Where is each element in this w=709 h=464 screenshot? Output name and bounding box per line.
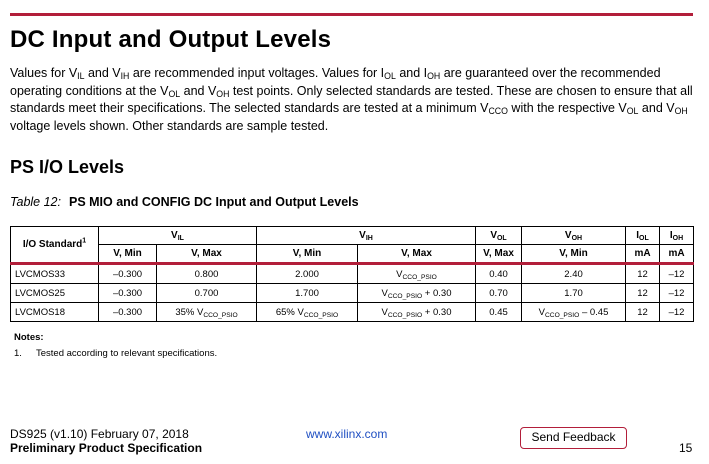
cell-ioh: –12 <box>659 302 695 322</box>
group-header-ioh: IOH <box>659 226 695 245</box>
sub-header: V, Min <box>98 244 157 265</box>
note-1: 1. Tested according to relevant specifica… <box>14 348 217 359</box>
table-title: PS MIO and CONFIG DC Input and Output Le… <box>68 195 359 209</box>
group-header-voh: VOH <box>521 226 627 245</box>
cell-vil-max: 0.800 <box>156 263 257 284</box>
cell-vil-max: 35% VCCO_PSIO <box>156 302 257 322</box>
group-header-iol: IOL <box>625 226 661 245</box>
page-number: 15 <box>679 441 693 455</box>
cell-vih-max: VCCO_PSIO + 0.30 <box>356 283 477 303</box>
doc-id: DS925 (v1.10) February 07, 2018 <box>10 427 189 441</box>
cell-iol: 12 <box>625 263 661 284</box>
sub-header: V, Max <box>156 244 257 265</box>
cell-vol-max: 0.70 <box>475 283 523 303</box>
cell-iol: 12 <box>625 302 661 322</box>
send-feedback-button[interactable]: Send Feedback <box>520 427 627 449</box>
page-title: DC Input and Output Levels <box>10 26 332 53</box>
sub-header: V, Min <box>521 244 627 265</box>
section-heading: PS I/O Levels <box>10 157 125 177</box>
cell-vol-max: 0.45 <box>475 302 523 322</box>
group-header-vol: VOL <box>475 226 523 245</box>
cell-ioh: –12 <box>659 263 695 284</box>
table-caption: Table 12: PS MIO and CONFIG DC Input and … <box>10 195 359 209</box>
cell-voh-min: VCCO_PSIO – 0.45 <box>521 302 627 322</box>
cell-voh-min: 1.70 <box>521 283 627 303</box>
cell-vil-min: –0.300 <box>98 283 157 303</box>
cell-voh-min: 2.40 <box>521 263 627 284</box>
sub-header: V, Max <box>356 244 477 265</box>
cell-vih-min: 1.700 <box>256 283 358 303</box>
sub-header: V, Min <box>256 244 358 265</box>
cell-vih-max: VCCO_PSIO <box>356 263 477 284</box>
cell-vih-min: 2.000 <box>256 263 358 284</box>
io-levels-table: I/O Standard1 VIL VIH VOL VOH IOL IOH V,… <box>10 226 695 322</box>
cell-vih-max: VCCO_PSIO + 0.30 <box>356 302 477 322</box>
cell-vol-max: 0.40 <box>475 263 523 284</box>
xilinx-link[interactable]: www.xilinx.com <box>306 427 388 441</box>
cell-std: LVCMOS18 <box>10 302 99 322</box>
group-header-vil: VIL <box>98 226 257 245</box>
group-header-vih: VIH <box>255 226 477 245</box>
cell-ioh: –12 <box>659 283 695 303</box>
sub-header: mA <box>625 244 661 265</box>
doc-status: Preliminary Product Specification <box>10 441 203 455</box>
cell-std: LVCMOS25 <box>10 283 99 303</box>
cell-vil-max: 0.700 <box>156 283 257 303</box>
table-sub-header: V, Min V, Max V, Min V, Max V, Max V, Mi… <box>11 244 695 265</box>
table-row: LVCMOS18 –0.300 35% VCCO_PSIO 65% VCCO_P… <box>10 302 695 322</box>
table-row: LVCMOS33 –0.300 0.800 2.000 VCCO_PSIO 0.… <box>10 263 695 284</box>
note-text: Tested according to relevant specificati… <box>36 348 218 359</box>
notes-label: Notes: <box>14 332 44 343</box>
cell-iol: 12 <box>625 283 661 303</box>
table-number: Table 12: <box>10 195 61 209</box>
table-group-header: I/O Standard1 VIL VIH VOL VOH IOL IOH <box>10 226 695 265</box>
cell-vil-min: –0.300 <box>98 302 157 322</box>
cell-vih-min: 65% VCCO_PSIO <box>256 302 358 322</box>
sub-header: V, Max <box>475 244 523 265</box>
intro-paragraph: Values for VIL and VIH are recommended i… <box>10 66 693 133</box>
sub-header: mA <box>659 244 695 265</box>
note-number: 1. <box>14 348 22 359</box>
cell-vil-min: –0.300 <box>98 263 157 284</box>
table-row: LVCMOS25 –0.300 0.700 1.700 VCCO_PSIO + … <box>10 283 695 303</box>
std-header: I/O Standard1 <box>10 226 99 265</box>
cell-std: LVCMOS33 <box>10 263 99 284</box>
header-rule <box>10 13 693 16</box>
